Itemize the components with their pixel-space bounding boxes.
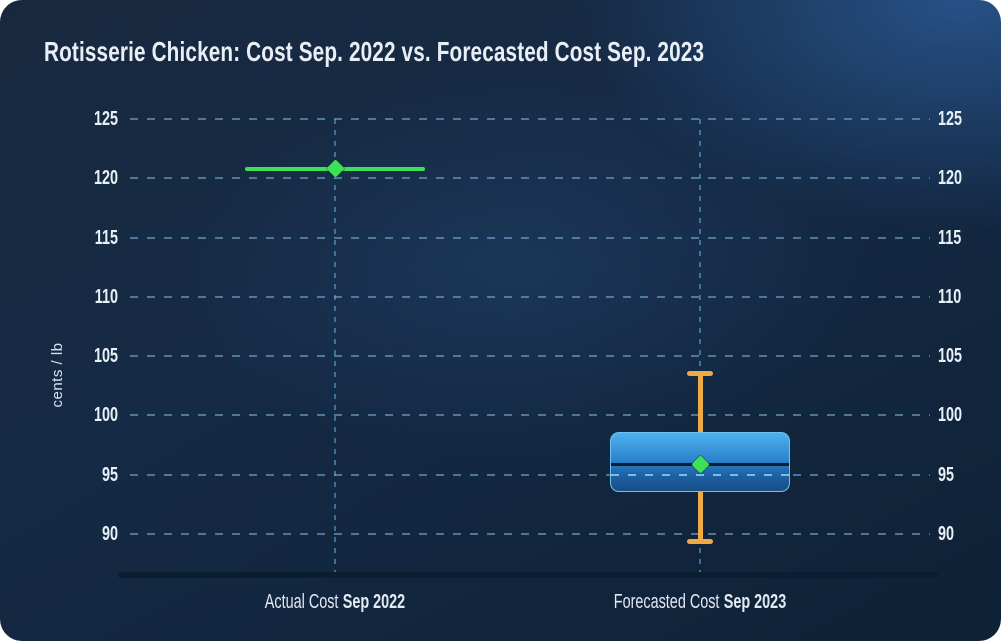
y-tick-label-right: 90	[938, 522, 955, 545]
y-gridline	[130, 473, 930, 476]
category-guide-line	[699, 119, 701, 575]
y-tick-label-left: 105	[93, 345, 118, 368]
whisker-cap-high	[687, 371, 713, 377]
y-tick-label-right: 120	[938, 167, 963, 190]
y-gridline	[130, 414, 930, 417]
y-tick-label-left: 110	[94, 285, 118, 308]
y-gridline	[130, 118, 930, 120]
y-tick-label-right: 105	[938, 345, 963, 368]
category-label-period: Sep 2022	[342, 591, 406, 613]
y-gridline-over-box	[611, 473, 789, 476]
y-gridline	[130, 236, 930, 239]
y-gridline	[130, 295, 930, 298]
y-tick-label-right: 115	[938, 226, 962, 249]
y-tick-label-left: 100	[93, 404, 118, 427]
y-gridline	[130, 177, 930, 180]
category-label-period: Sep 2023	[723, 591, 787, 613]
category-label: Actual Cost Sep 2022	[220, 591, 450, 613]
y-tick-label-right: 125	[938, 108, 963, 130]
y-tick-label-left: 125	[93, 108, 118, 130]
y-tick-label-left: 90	[101, 522, 118, 545]
y-tick-label-left: 95	[101, 463, 118, 486]
category-label-name: Actual Cost	[264, 591, 339, 613]
category-guide-line	[334, 119, 336, 575]
y-gridline	[130, 532, 930, 535]
actual-cost-marker-icon	[325, 159, 345, 178]
y-gridline	[130, 355, 930, 358]
y-axis-title: cents / lb	[48, 342, 66, 408]
y-tick-label-right: 110	[938, 285, 962, 308]
whisker-cap-low	[687, 538, 713, 544]
y-tick-label-left: 115	[94, 226, 118, 249]
x-axis-line	[118, 572, 938, 578]
chart-title: Rotisserie Chicken: Cost Sep. 2022 vs. F…	[44, 36, 705, 67]
y-tick-label-right: 100	[938, 404, 963, 427]
category-label-name: Forecasted Cost	[613, 591, 720, 613]
category-label: Forecasted Cost Sep 2023	[585, 591, 815, 613]
y-tick-label-left: 120	[93, 167, 118, 190]
y-tick-label-right: 95	[938, 463, 955, 486]
